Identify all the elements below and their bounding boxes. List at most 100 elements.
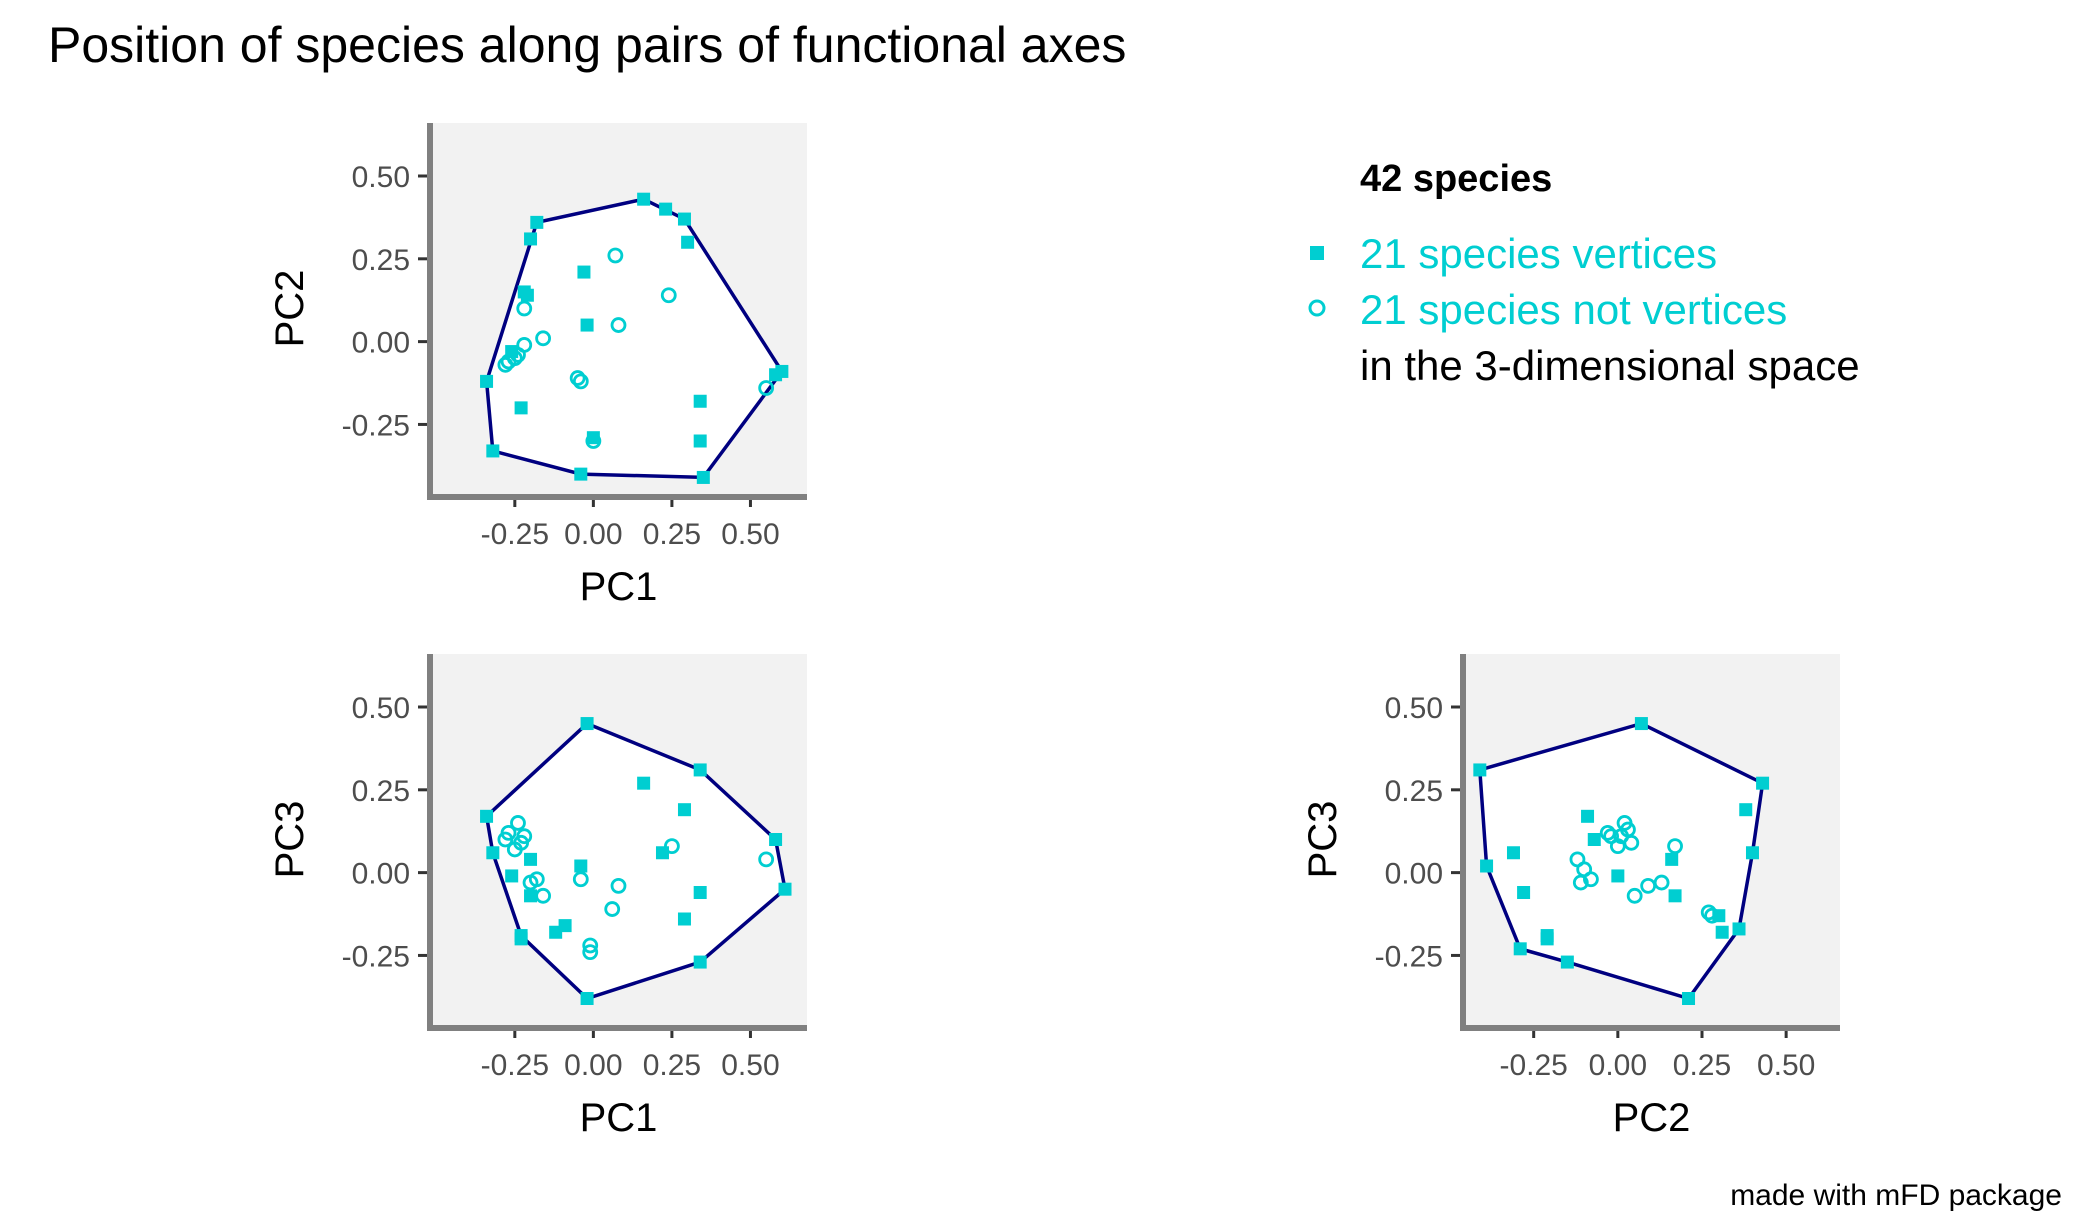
species-point-vertex [681, 235, 695, 249]
species-point-vertex [769, 833, 783, 846]
caption: made with mFD package [1730, 1179, 2062, 1212]
species-point-vertex [1513, 942, 1527, 956]
species-point-nonvertex [522, 874, 539, 891]
species-point-nonvertex [1609, 838, 1626, 855]
legend-heading: 42 species [1360, 158, 1552, 200]
y-axis-title: PC3 [1301, 801, 1345, 879]
species-point-vertex [696, 470, 710, 484]
species-point-vertex [580, 717, 594, 731]
x-tick-label: -0.25 [481, 1049, 549, 1082]
species-point-nonvertex [497, 356, 514, 373]
species-point-vertex [486, 846, 500, 860]
x-tick-label: 0.25 [643, 518, 701, 551]
species-point-vertex [1611, 869, 1625, 883]
species-point-nonvertex [604, 901, 621, 917]
species-point-vertex [1745, 846, 1759, 860]
y-tick-label: 0.25 [352, 244, 410, 277]
species-point-vertex [693, 955, 707, 969]
species-point-vertex [524, 232, 538, 246]
species-point-vertex [693, 394, 707, 408]
species-point-nonvertex [1667, 838, 1683, 855]
scatter-panel-pc2-pc3: -0.25 0.00 0.25 0.50 0.50 0.25 0.00 -0.25 PC2 PC3 [1301, 654, 1840, 1140]
species-point-nonvertex [497, 831, 514, 848]
species-point-nonvertex [516, 300, 533, 317]
y-tick-label: 0.50 [352, 692, 410, 725]
species-point-vertex [1480, 859, 1494, 873]
scatter-panel-pc1-pc2: -0.25 0.00 0.25 0.50 0.50 0.25 0.00 -0.25 PC1 PC2 [268, 123, 807, 609]
species-point-vertex [693, 763, 707, 777]
y-tick-label: 0.00 [352, 858, 410, 891]
species-point-vertex [655, 846, 669, 860]
species-point-vertex [778, 882, 792, 896]
species-point-vertex [1473, 763, 1487, 777]
species-point-vertex [1560, 955, 1574, 969]
y-tick-label: 0.00 [352, 327, 410, 360]
species-point-nonvertex [1626, 887, 1643, 904]
y-tick-label: 0.00 [1385, 858, 1443, 891]
species-point-vertex [486, 444, 500, 458]
x-tick-label: -0.25 [1499, 1049, 1567, 1082]
y-tick-label: 0.25 [352, 775, 410, 808]
species-point-vertex [505, 345, 519, 359]
species-point-vertex [505, 869, 519, 883]
x-tick-label: 0.25 [643, 1049, 701, 1082]
species-point-vertex [574, 859, 588, 873]
species-point-vertex [1668, 889, 1682, 903]
x-axis-title: PC1 [580, 565, 658, 609]
scatter-panel-pc1-pc3: -0.25 0.00 0.25 0.50 0.50 0.25 0.00 -0.25 PC1 PC3 [268, 654, 807, 1140]
species-point-vertex [514, 932, 528, 946]
species-point-vertex [1665, 852, 1679, 866]
species-point-vertex [637, 776, 651, 790]
species-point-vertex [1739, 803, 1753, 817]
y-tick-label: 0.25 [1385, 775, 1443, 808]
species-point-vertex [580, 318, 594, 332]
filled-square-icon [1310, 246, 1324, 260]
species-point-vertex [530, 215, 544, 229]
species-point-vertex [1587, 833, 1601, 846]
species-point-nonvertex [664, 838, 680, 855]
species-point-vertex [637, 192, 651, 206]
species-point-vertex [524, 852, 538, 866]
species-point-nonvertex [610, 877, 627, 894]
species-point-nonvertex [506, 841, 523, 858]
species-point-nonvertex [1583, 871, 1599, 888]
species-point-nonvertex [1572, 874, 1589, 891]
y-axis-title: PC3 [268, 801, 312, 879]
y-tick-label: -0.25 [342, 940, 410, 973]
species-point-vertex [524, 889, 538, 903]
species-point-nonvertex [758, 380, 775, 396]
species-point-vertex [1540, 932, 1554, 946]
species-point-vertex [580, 992, 594, 1005]
species-point-nonvertex [510, 815, 526, 831]
species-point-vertex [1712, 909, 1726, 923]
legend-space-label: in the 3-dimensional space [1360, 342, 1860, 389]
y-tick-label: -0.25 [342, 409, 410, 442]
figure-title: Position of species along pairs of funct… [48, 17, 1126, 73]
species-point-vertex [574, 467, 588, 481]
species-point-nonvertex [1653, 874, 1670, 891]
y-tick-label: 0.50 [1385, 692, 1443, 725]
species-point-vertex [1581, 809, 1595, 823]
species-point-vertex [693, 434, 707, 448]
species-point-nonvertex [535, 330, 551, 347]
species-point-nonvertex [607, 247, 624, 264]
x-tick-label: 0.25 [1673, 1049, 1731, 1082]
species-point-vertex [480, 809, 494, 823]
species-point-nonvertex [572, 871, 589, 888]
species-point-vertex [1715, 925, 1729, 939]
species-point-vertex [1682, 992, 1696, 1005]
species-point-vertex [514, 401, 528, 415]
x-tick-label: 0.50 [721, 518, 779, 551]
species-point-nonvertex [660, 287, 677, 304]
species-point-nonvertex [572, 373, 589, 390]
x-tick-label: 0.50 [1757, 1049, 1815, 1082]
legend: 42 species 21 species vertices 21 specie… [1308, 158, 1860, 389]
legend-vertices-label: 21 species vertices [1360, 230, 1717, 277]
x-tick-label: 0.50 [721, 1049, 779, 1082]
species-point-vertex [677, 912, 691, 926]
y-tick-label: 0.50 [352, 161, 410, 194]
x-tick-label: 0.00 [1589, 1049, 1647, 1082]
species-point-vertex [1732, 922, 1746, 936]
species-point-nonvertex [610, 317, 627, 333]
